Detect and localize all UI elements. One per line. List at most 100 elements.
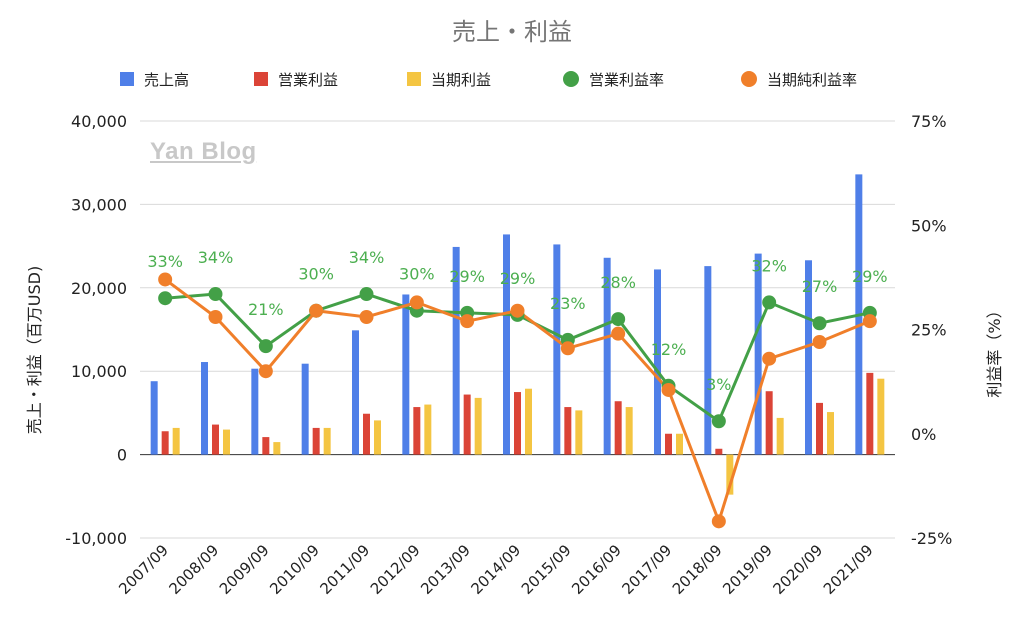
x-tick-label: 2020/09 — [770, 541, 827, 598]
x-tick-label: 2018/09 — [669, 541, 726, 598]
left-tick-label: 20,000 — [71, 279, 127, 298]
bar — [172, 427, 180, 455]
bar — [161, 431, 169, 455]
x-tick-label: 2021/09 — [820, 541, 877, 598]
bar — [603, 257, 611, 455]
bar — [625, 407, 633, 455]
line-point — [359, 309, 374, 324]
bar — [514, 392, 521, 455]
line-point — [611, 326, 626, 341]
right-tick-label: 75% — [911, 112, 947, 131]
line-point — [560, 341, 575, 356]
legend-item-sales[interactable]: 売上高 — [120, 66, 189, 92]
legend: 売上高 営業利益 当期利益 営業利益率 当期純利益率 — [0, 66, 1024, 92]
line-point — [409, 295, 424, 310]
legend-label-sales: 売上高 — [144, 70, 190, 89]
gridlines — [140, 120, 895, 539]
bar — [413, 407, 421, 455]
legend-item-net-profit[interactable]: 当期利益 — [407, 66, 491, 92]
data-label: 34% — [198, 248, 234, 267]
data-labels: 33% 34% 21% 30% 34% 30% 29% 29% 23% 28% 12% 3% 32% 27… — [147, 248, 887, 394]
x-tick-label: 2009/09 — [216, 541, 273, 598]
data-label: 30% — [399, 265, 435, 284]
bar — [866, 372, 874, 455]
left-tick-label: 40,000 — [71, 112, 127, 131]
legend-label-operating-profit: 営業利益 — [278, 70, 339, 89]
bar — [704, 266, 712, 455]
bar — [816, 402, 823, 455]
x-tick-label: 2011/09 — [317, 541, 374, 598]
bar — [424, 404, 432, 455]
bar — [251, 368, 259, 455]
legend-label-operating-margin: 営業利益率 — [589, 70, 665, 89]
line-point — [258, 364, 273, 379]
bar — [402, 294, 410, 455]
legend-item-operating-profit[interactable]: 営業利益 — [254, 66, 338, 92]
left-tick-label: 30,000 — [71, 195, 127, 214]
line-point — [359, 287, 374, 302]
legend-item-operating-margin[interactable]: 営業利益率 — [563, 66, 664, 92]
bar — [262, 437, 270, 455]
bar — [765, 391, 773, 455]
x-axis-ticks: 2007/092008/092009/092010/092011/092012/… — [115, 541, 876, 598]
bar — [374, 420, 381, 455]
bars — [150, 174, 885, 495]
line-point — [208, 309, 223, 324]
data-label: 23% — [550, 294, 586, 313]
bar — [614, 401, 622, 455]
line-point — [158, 272, 173, 287]
x-tick-label: 2017/09 — [619, 541, 676, 598]
bar — [352, 330, 359, 455]
bar — [503, 234, 510, 455]
bar — [273, 442, 281, 455]
line-point — [611, 312, 626, 327]
data-label: 29% — [449, 267, 485, 286]
left-axis-title: 売上・利益（百万USD) — [25, 266, 44, 434]
line-point — [711, 414, 726, 429]
bar — [363, 413, 370, 455]
bar — [575, 410, 583, 455]
line-point — [762, 351, 777, 366]
x-tick-label: 2019/09 — [719, 541, 776, 598]
data-label: 28% — [600, 273, 636, 292]
line-point — [812, 335, 827, 350]
lines — [158, 272, 877, 529]
data-label: 33% — [147, 252, 183, 271]
bar — [564, 407, 572, 455]
legend-item-net-margin[interactable]: 当期純利益率 — [741, 66, 857, 92]
line-point — [812, 316, 827, 331]
watermark: Yan Blog — [150, 138, 257, 165]
data-label: 29% — [852, 267, 888, 286]
bar — [776, 417, 784, 455]
bar — [525, 388, 532, 455]
bar — [474, 397, 482, 455]
bar — [323, 427, 331, 455]
legend-swatch-sales — [120, 72, 134, 86]
left-tick-label: -10,000 — [65, 529, 127, 548]
bar — [553, 244, 561, 455]
bar — [301, 363, 309, 455]
line-point — [309, 303, 324, 318]
x-tick-label: 2007/09 — [115, 541, 172, 598]
left-tick-label: 0 — [117, 446, 127, 465]
data-label: 3% — [706, 375, 731, 394]
bar — [312, 427, 320, 455]
chart-title: 売上・利益 — [452, 18, 572, 46]
x-tick-label: 2013/09 — [417, 541, 474, 598]
right-tick-label: 0% — [911, 425, 936, 444]
bar — [212, 424, 219, 455]
legend-swatch-operating-profit — [254, 72, 268, 86]
line-point — [258, 339, 273, 354]
bar — [715, 448, 723, 455]
bar — [223, 429, 230, 455]
bar — [877, 378, 885, 455]
line-point — [762, 295, 777, 310]
line-point — [460, 314, 475, 329]
left-axis-ticks: -10,000 0 10,000 20,000 30,000 40,000 — [65, 112, 127, 548]
legend-swatch-net-profit — [407, 72, 421, 86]
line-point — [208, 287, 223, 302]
data-label: 32% — [751, 256, 787, 275]
right-tick-label: 50% — [911, 216, 947, 235]
data-label: 21% — [248, 300, 284, 319]
